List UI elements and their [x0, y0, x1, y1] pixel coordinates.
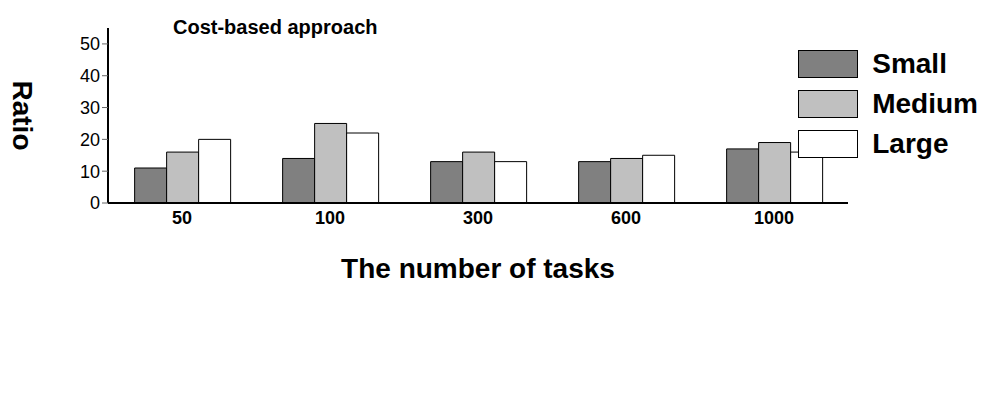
svg-text:600: 600 [611, 208, 641, 228]
svg-text:40: 40 [80, 66, 100, 86]
svg-text:30: 30 [80, 98, 100, 118]
svg-text:50: 50 [80, 34, 100, 54]
svg-text:300: 300 [463, 208, 493, 228]
svg-text:100: 100 [315, 208, 345, 228]
html-text:Large: Large [872, 128, 949, 159]
svg-text:50: 50 [172, 208, 192, 228]
html-text:Small: Small [872, 48, 947, 79]
html-text:Cost-based approach: Cost-based approach [173, 16, 378, 38]
svg-text:1000: 1000 [754, 208, 794, 228]
svg-text:20: 20 [80, 130, 100, 150]
svg-text:10: 10 [80, 162, 100, 182]
svg-text:Ratio: Ratio [8, 81, 38, 151]
svg-text:0: 0 [90, 193, 100, 213]
svg-text:The number of tasks: The number of tasks [341, 253, 615, 284]
html-text:Medium: Medium [872, 88, 978, 119]
